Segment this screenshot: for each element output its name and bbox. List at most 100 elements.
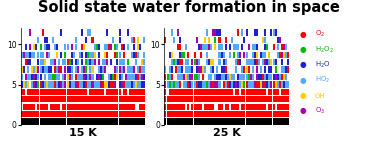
Bar bbox=[110, 89, 112, 95]
Bar bbox=[133, 111, 135, 117]
Bar bbox=[62, 111, 64, 117]
Bar bbox=[90, 81, 91, 88]
Bar bbox=[112, 74, 114, 80]
Bar bbox=[98, 96, 100, 102]
Bar bbox=[273, 29, 274, 36]
Bar bbox=[60, 89, 62, 95]
Bar bbox=[181, 118, 183, 125]
Bar bbox=[33, 51, 35, 58]
Bar bbox=[21, 51, 23, 58]
Bar bbox=[246, 118, 248, 125]
Bar bbox=[225, 89, 227, 95]
Bar bbox=[196, 81, 198, 88]
Bar bbox=[25, 81, 27, 88]
Bar bbox=[31, 111, 33, 117]
Bar bbox=[122, 118, 125, 125]
Bar bbox=[36, 118, 37, 125]
Bar bbox=[283, 111, 285, 117]
Bar bbox=[258, 81, 260, 88]
Bar bbox=[169, 66, 170, 73]
Bar bbox=[270, 104, 273, 110]
Bar bbox=[69, 111, 71, 117]
Bar bbox=[196, 89, 198, 95]
Bar bbox=[175, 59, 177, 65]
Bar bbox=[122, 89, 125, 95]
Bar bbox=[23, 66, 25, 73]
Bar bbox=[235, 96, 237, 102]
Bar bbox=[56, 111, 58, 117]
Bar bbox=[273, 111, 274, 117]
Bar bbox=[40, 59, 42, 65]
Bar bbox=[187, 104, 189, 110]
Bar bbox=[169, 118, 170, 125]
Bar bbox=[175, 66, 177, 73]
Bar bbox=[210, 44, 212, 50]
Bar bbox=[31, 51, 33, 58]
Bar bbox=[196, 37, 198, 43]
Bar bbox=[83, 104, 85, 110]
Bar bbox=[268, 89, 270, 95]
Bar bbox=[243, 66, 245, 73]
Bar bbox=[279, 104, 281, 110]
Bar bbox=[40, 104, 42, 110]
Bar bbox=[198, 104, 200, 110]
Bar bbox=[127, 44, 129, 50]
Bar bbox=[116, 59, 118, 65]
Bar bbox=[114, 104, 116, 110]
Bar bbox=[218, 96, 220, 102]
Bar bbox=[170, 118, 173, 125]
Bar bbox=[258, 96, 260, 102]
Bar bbox=[233, 74, 235, 80]
Bar bbox=[54, 111, 56, 117]
Bar bbox=[69, 89, 71, 95]
Bar bbox=[85, 111, 87, 117]
Bar bbox=[71, 44, 73, 50]
Bar bbox=[173, 89, 175, 95]
Bar bbox=[60, 96, 62, 102]
Bar bbox=[110, 96, 112, 102]
Bar bbox=[135, 89, 137, 95]
Bar bbox=[98, 104, 100, 110]
Bar bbox=[189, 81, 191, 88]
Bar bbox=[221, 44, 223, 50]
Bar bbox=[96, 74, 98, 80]
Bar bbox=[129, 74, 131, 80]
Bar bbox=[268, 81, 270, 88]
Bar bbox=[90, 74, 91, 80]
Bar bbox=[131, 37, 133, 43]
Bar bbox=[56, 51, 58, 58]
Bar bbox=[143, 89, 146, 95]
Bar bbox=[143, 96, 146, 102]
Bar bbox=[137, 111, 139, 117]
Bar bbox=[274, 89, 277, 95]
Bar bbox=[285, 96, 287, 102]
Bar bbox=[36, 66, 37, 73]
Bar bbox=[208, 96, 210, 102]
Bar bbox=[37, 118, 39, 125]
Bar bbox=[204, 118, 206, 125]
Bar bbox=[50, 111, 52, 117]
Bar bbox=[268, 96, 270, 102]
Bar bbox=[33, 96, 35, 102]
Bar bbox=[231, 111, 233, 117]
Bar bbox=[96, 89, 98, 95]
Bar bbox=[248, 44, 249, 50]
Bar bbox=[196, 96, 198, 102]
Bar bbox=[243, 118, 245, 125]
Bar bbox=[181, 66, 183, 73]
Bar bbox=[23, 104, 25, 110]
Bar bbox=[177, 44, 179, 50]
Bar bbox=[46, 104, 48, 110]
Bar bbox=[179, 96, 181, 102]
Bar bbox=[183, 74, 185, 80]
Bar bbox=[287, 51, 289, 58]
Bar bbox=[270, 111, 273, 117]
Bar bbox=[42, 118, 43, 125]
Bar bbox=[122, 104, 125, 110]
Bar bbox=[192, 81, 194, 88]
Bar bbox=[141, 111, 143, 117]
Bar bbox=[64, 104, 67, 110]
Bar bbox=[237, 81, 239, 88]
Bar bbox=[260, 96, 262, 102]
Bar bbox=[254, 96, 256, 102]
